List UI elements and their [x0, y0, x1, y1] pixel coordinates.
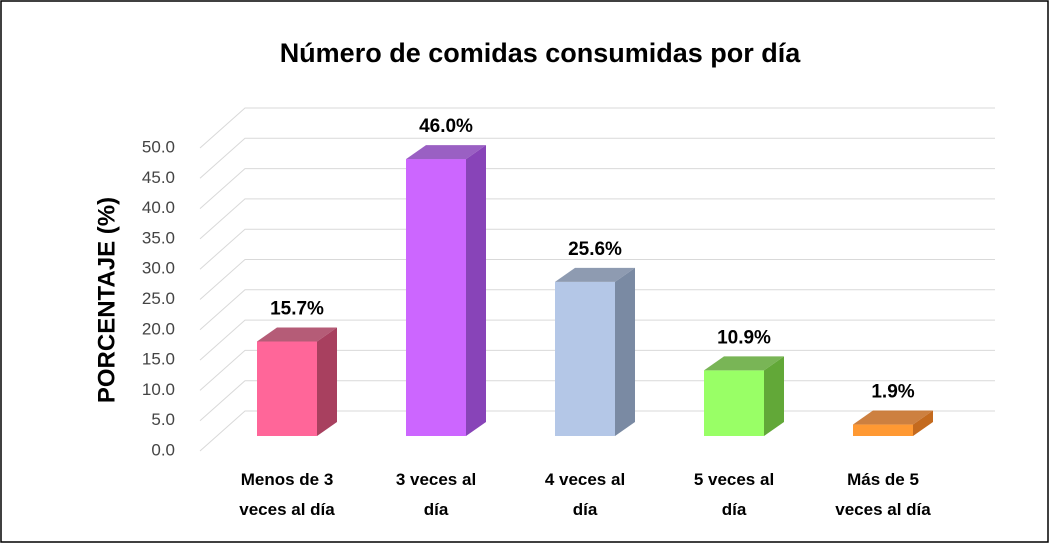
- grid-line: [199, 107, 995, 149]
- data-label: 15.7%: [270, 299, 324, 320]
- y-tick-label: 5.0: [151, 410, 175, 429]
- bar-side: [764, 356, 784, 436]
- bar-side: [466, 145, 486, 436]
- bar-top: [555, 267, 635, 282]
- bar-side: [615, 267, 635, 436]
- grid-line: [199, 137, 995, 179]
- y-tick-label: 35.0: [142, 228, 175, 247]
- grid-line: [199, 198, 995, 240]
- chart-title: Número de comidas consumidas por día: [280, 38, 802, 68]
- bar-front: [406, 159, 466, 436]
- y-tick-label: 50.0: [142, 137, 175, 156]
- y-tick-label: 45.0: [142, 168, 175, 187]
- x-tick-label: 4 veces al día: [544, 470, 626, 519]
- y-tick-label: 20.0: [142, 319, 175, 338]
- grid-line: [199, 228, 995, 270]
- y-tick-label: 30.0: [142, 259, 175, 278]
- bar-front: [555, 281, 615, 436]
- bar-side: [913, 410, 933, 436]
- bar-front: [257, 341, 317, 436]
- x-tick-label: 5 veces al día: [693, 470, 775, 519]
- data-label: 46.0%: [419, 116, 473, 137]
- grid-line: [199, 319, 995, 361]
- y-tick-label: 15.0: [142, 350, 175, 369]
- y-tick-label: 25.0: [142, 289, 175, 308]
- data-label: 10.9%: [717, 327, 771, 348]
- bar-top: [406, 145, 486, 160]
- grid-line: [199, 289, 995, 331]
- y-tick-label: 10.0: [142, 380, 175, 399]
- bar-top: [853, 410, 933, 425]
- bar-front: [853, 424, 913, 436]
- bar-top: [257, 327, 337, 342]
- data-label: 25.6%: [568, 239, 622, 260]
- data-label: 1.9%: [871, 382, 914, 403]
- y-tick-label: 40.0: [142, 198, 175, 217]
- y-tick-label: 0.0: [151, 440, 175, 459]
- grid-line: [199, 259, 995, 300]
- bar-front: [704, 370, 764, 436]
- x-tick-label: Más de 5 veces al día: [835, 470, 931, 519]
- grid-line: [199, 349, 995, 391]
- bar-top: [704, 356, 784, 371]
- y-axis-label: PORCENTAJE (%): [93, 197, 120, 403]
- grid-line: [199, 168, 995, 209]
- x-tick-label: Menos de 3 veces al día: [239, 470, 335, 519]
- x-tick-label: 3 veces al día: [395, 470, 477, 519]
- bar-side: [317, 327, 337, 436]
